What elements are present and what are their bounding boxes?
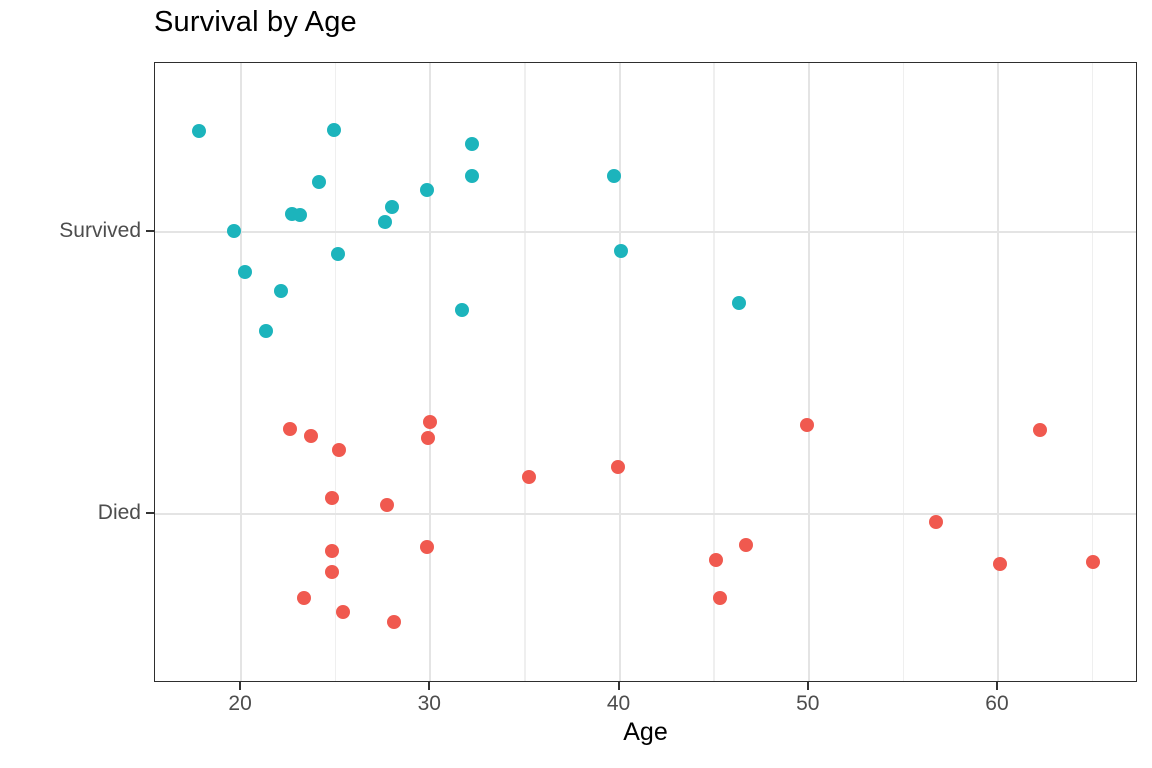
data-point-died: [336, 605, 351, 620]
x-minor-gridline: [334, 63, 337, 681]
data-point-survived: [192, 124, 207, 139]
data-point-survived: [464, 168, 479, 183]
data-point-died: [1085, 554, 1100, 569]
data-point-survived: [237, 265, 252, 280]
y-major-gridline: [155, 231, 1136, 234]
x-minor-gridline: [713, 63, 715, 681]
chart-title: Survival by Age: [154, 6, 357, 38]
x-axis-tick: [617, 682, 620, 690]
data-point-survived: [292, 208, 307, 223]
data-point-survived: [455, 302, 470, 317]
data-point-survived: [419, 182, 434, 197]
data-point-died: [324, 543, 339, 558]
x-axis-tick: [428, 682, 431, 690]
data-point-died: [419, 539, 434, 554]
data-point-survived: [464, 136, 479, 151]
x-axis-tick: [995, 682, 998, 690]
x-axis-title: Age: [623, 718, 668, 746]
data-point-died: [928, 515, 943, 530]
data-point-died: [332, 443, 347, 458]
data-point-survived: [311, 174, 326, 189]
data-point-survived: [606, 169, 621, 184]
data-point-survived: [385, 199, 400, 214]
x-major-gridline: [807, 63, 810, 681]
data-point-survived: [226, 223, 241, 238]
data-point-died: [799, 417, 814, 432]
data-point-survived: [614, 243, 629, 258]
data-point-survived: [326, 122, 341, 137]
x-minor-gridline: [902, 63, 905, 681]
data-point-died: [992, 557, 1007, 572]
x-major-gridline: [240, 63, 243, 681]
data-point-survived: [330, 247, 345, 262]
y-axis-tick: [146, 230, 154, 233]
data-point-died: [712, 590, 727, 605]
y-tick-label: Died: [97, 500, 141, 524]
x-axis-tick: [239, 682, 242, 690]
plot-panel: [154, 62, 1137, 682]
x-tick-label: 40: [606, 692, 631, 715]
y-major-gridline: [155, 512, 1136, 515]
data-point-survived: [377, 214, 392, 229]
data-point-died: [739, 538, 754, 553]
data-point-died: [379, 498, 394, 513]
x-tick-label: 20: [228, 692, 252, 715]
x-minor-gridline: [1091, 63, 1094, 681]
data-point-died: [324, 490, 339, 505]
data-point-died: [423, 415, 438, 430]
x-major-gridline: [618, 63, 621, 681]
x-minor-gridline: [524, 63, 526, 681]
x-tick-label: 30: [417, 692, 441, 715]
x-major-gridline: [429, 63, 432, 681]
data-point-died: [387, 614, 402, 629]
data-point-died: [1032, 423, 1047, 438]
data-point-died: [283, 422, 298, 437]
x-tick-label: 60: [985, 692, 1009, 715]
x-axis-tick: [806, 682, 809, 690]
data-point-died: [521, 469, 536, 484]
data-point-died: [304, 428, 319, 443]
data-point-survived: [731, 295, 746, 310]
data-point-died: [324, 565, 339, 580]
data-point-died: [421, 431, 436, 446]
data-point-survived: [273, 283, 288, 298]
y-axis-tick: [146, 511, 154, 514]
data-point-died: [610, 459, 625, 474]
data-point-died: [709, 552, 724, 567]
y-tick-label: Survived: [59, 219, 141, 243]
data-point-died: [296, 590, 311, 605]
x-major-gridline: [996, 63, 999, 681]
data-point-survived: [258, 324, 273, 338]
x-tick-label: 50: [796, 692, 820, 715]
